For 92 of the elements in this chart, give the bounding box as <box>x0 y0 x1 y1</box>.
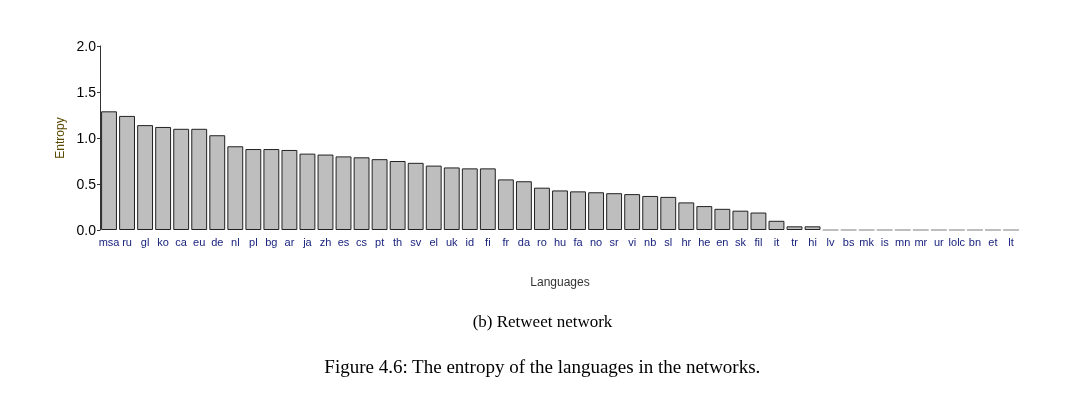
bar <box>263 149 280 230</box>
bar <box>155 126 172 230</box>
y-tick-label: 1.0 <box>76 130 97 146</box>
x-tick-label: sl <box>664 235 673 248</box>
x-tick-label: lv <box>826 235 836 248</box>
x-tick-label: nl <box>231 235 240 248</box>
x-tick-label: ko <box>157 235 169 248</box>
x-tick-label: ro <box>537 235 547 248</box>
bar <box>101 111 117 230</box>
x-tick-label: hr <box>681 235 692 248</box>
y-axis-title: Entropy <box>52 117 67 159</box>
x-tick-label: uk <box>445 235 459 248</box>
x-tick-label: bn <box>968 235 982 248</box>
bar <box>660 196 677 230</box>
x-tick-label: bg <box>265 235 278 248</box>
x-tick-label: cs <box>356 235 368 248</box>
bar <box>678 202 695 230</box>
bar <box>479 168 496 230</box>
x-tick-label: tr <box>791 235 799 248</box>
x-tick-label: lolc <box>948 235 966 248</box>
bar <box>119 115 135 230</box>
bar <box>371 159 388 230</box>
bar <box>191 128 208 230</box>
x-tick-label: eu <box>193 235 206 248</box>
bar <box>588 192 605 230</box>
x-tick-label: es <box>337 235 350 248</box>
bar <box>732 210 749 230</box>
x-tick-label: da <box>517 235 531 248</box>
x-tick-label: th <box>393 235 403 248</box>
x-tick-label: mn <box>895 235 911 248</box>
x-tick-label: sv <box>410 235 422 248</box>
x-tick-label: msa <box>98 235 121 248</box>
x-tick-label: de <box>211 235 224 248</box>
bar <box>642 195 659 230</box>
bar <box>714 208 731 230</box>
x-tick-label: ar <box>284 235 295 248</box>
y-tick-label: 0.5 <box>76 176 97 192</box>
x-tick-label: sr <box>609 235 620 248</box>
x-tick-label: ru <box>122 235 132 248</box>
x-tick-label: hi <box>808 235 817 248</box>
bar <box>570 191 586 230</box>
x-tick-label: pt <box>375 235 385 248</box>
y-tick-label: 1.5 <box>76 84 97 100</box>
bar <box>534 187 550 230</box>
x-tick-label: lt <box>1008 235 1014 248</box>
x-tick-label: ca <box>175 235 188 248</box>
x-tick-label: el <box>429 235 439 248</box>
x-tick-label: fi <box>485 235 491 248</box>
x-tick-label: pl <box>249 235 258 248</box>
x-tick-label: mk <box>859 235 875 248</box>
x-tick-label: fa <box>573 235 584 248</box>
y-tick-label: 0.0 <box>76 222 97 238</box>
caption: Figure 4.6: The entropy of the languages in the networks. <box>324 356 761 377</box>
x-tick-label: en <box>716 235 729 248</box>
x-tick-label: vi <box>628 235 637 248</box>
x-tick-label: he <box>698 235 711 248</box>
x-tick-label: fr <box>502 235 510 248</box>
x-tick-label: mr <box>914 235 928 248</box>
text: (b) Retweet network <box>472 312 613 331</box>
bar <box>245 149 262 230</box>
x-tick-label: gl <box>140 235 150 248</box>
bar <box>461 168 478 230</box>
x-tick-label: fil <box>754 235 763 248</box>
bar <box>624 194 641 230</box>
bar <box>497 179 514 230</box>
x-tick-label: zh <box>319 235 332 248</box>
x-tick-label: ur <box>933 235 945 248</box>
x-tick-label: hu <box>553 235 567 248</box>
bar <box>696 206 713 230</box>
bar <box>173 128 190 230</box>
x-tick-label: sk <box>734 235 747 248</box>
x-tick-label: ja <box>302 235 313 248</box>
bar <box>281 149 298 230</box>
x-tick-label: it <box>773 235 780 248</box>
bar <box>606 193 623 230</box>
x-tick-label: nb <box>644 235 657 248</box>
bar <box>515 181 532 230</box>
bar <box>552 190 568 230</box>
x-tick-label: is <box>880 235 890 248</box>
y-tick-label: 2.0 <box>76 38 97 54</box>
bar <box>137 125 154 230</box>
bar <box>209 135 226 230</box>
bar <box>227 146 244 230</box>
bar <box>443 167 460 230</box>
bar <box>407 162 424 230</box>
x-tick-label: no <box>589 235 603 248</box>
x-tick-label: et <box>988 235 998 248</box>
bar <box>425 165 442 230</box>
bar <box>389 161 406 230</box>
x-tick-label: bs <box>842 235 855 248</box>
x-tick-label: id <box>465 235 475 248</box>
x-axis-title: Languages <box>530 275 590 289</box>
